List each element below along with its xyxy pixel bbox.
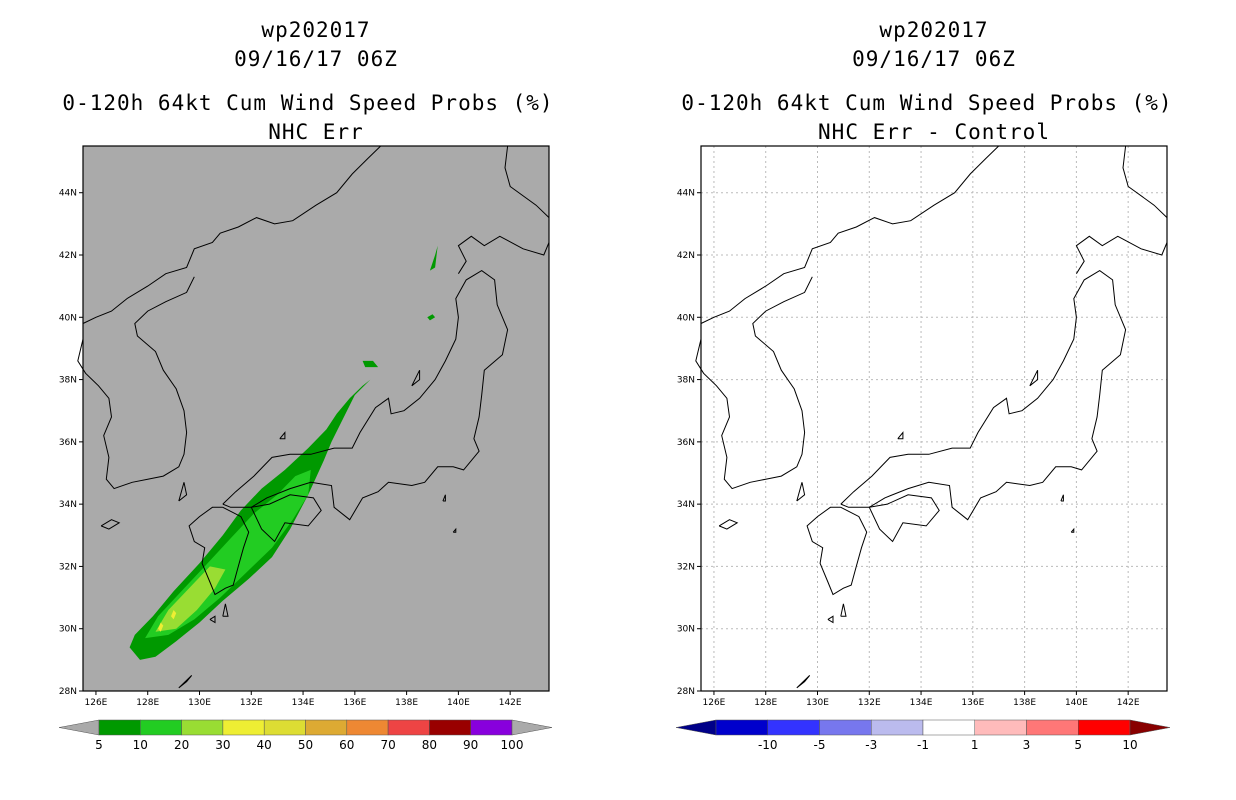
x-tick-label: 132E (240, 698, 263, 708)
x-tick-label: 138E (395, 698, 418, 708)
y-tick-label: 38N (59, 376, 77, 386)
x-tick-label: 140E (447, 698, 470, 708)
colorbar-swatch (346, 719, 389, 736)
colorbar-label: 90 (463, 738, 478, 752)
x-tick-label: 130E (188, 698, 211, 708)
coastline (188, 506, 250, 596)
colorbar-swatch (181, 719, 224, 736)
colorbar-swatch (140, 719, 182, 736)
map-area: 126E 128E 130E 132E 134E 136E 138E 140E 142E 28N 3… (59, 145, 550, 708)
coastline (222, 270, 509, 521)
map-frame (82, 145, 550, 692)
colorbar-label: 100 (501, 738, 524, 752)
probability-contour-5 (427, 314, 436, 321)
colorbar-swatch (470, 719, 513, 736)
coastlines (77, 145, 550, 689)
colorbar-label: 50 (298, 738, 313, 752)
coastline (452, 527, 457, 533)
colorbar: 5 10 20 30 40 50 60 70 80 90 100 (58, 719, 553, 752)
y-tick-label: 28N (59, 687, 77, 697)
coastline (77, 276, 195, 490)
colorbar-label: 40 (257, 738, 272, 752)
coastline (411, 369, 421, 387)
x-tick-label: 136E (343, 698, 366, 708)
colorbar-label: 10 (133, 738, 148, 752)
probability-contour-5 (429, 245, 438, 271)
x-tick-label: 128E (136, 698, 159, 708)
colorbar-label: 70 (380, 738, 395, 752)
chart-title: 0-120h 64kt Cum Wind Speed Probs (%) (681, 91, 1173, 115)
x-tick-label: 134E (292, 698, 315, 708)
colorbar-swatch (387, 719, 430, 736)
colorbar-swatch (305, 719, 348, 736)
y-tick-label: 40N (59, 313, 77, 323)
storm-id-title: wp202017 (261, 18, 371, 42)
chart-subtitle: NHC Err (268, 120, 364, 144)
colorbar-under-triangle (58, 719, 100, 736)
y-tick-label: 36N (59, 438, 77, 448)
probability-contour-30 (158, 622, 164, 632)
coastline (209, 615, 216, 624)
x-tick-label: 126E (85, 698, 108, 708)
coastline (82, 145, 382, 324)
coastline (178, 675, 193, 689)
coastline (279, 431, 286, 440)
probability-contour-30 (171, 610, 177, 620)
coastline (442, 494, 446, 502)
coastline (250, 494, 322, 543)
coastline (100, 519, 121, 530)
x-tick-label: 142E (499, 698, 522, 708)
colorbar-label: 5 (95, 738, 103, 752)
probability-contour-5 (362, 360, 379, 368)
chart-subtitle: NHC Err - Control (818, 120, 1050, 144)
colorbar-swatch (222, 719, 265, 736)
colorbar-label: 80 (422, 738, 437, 752)
colorbar-label: 60 (339, 738, 354, 752)
y-tick-label: 44N (59, 189, 77, 199)
colorbar-swatch (263, 719, 306, 736)
coastline (178, 482, 188, 502)
chart-title: 0-120h 64kt Cum Wind Speed Probs (%) (62, 91, 554, 115)
coastline (457, 145, 550, 274)
date-title: 09/16/17 06Z (234, 47, 398, 71)
colorbar-label: 20 (174, 738, 189, 752)
colorbar-over-triangle (511, 719, 553, 736)
y-tick-label: 42N (59, 251, 77, 261)
colorbar-swatch (98, 719, 141, 736)
storm-id-title: wp202017 (879, 18, 989, 42)
coastline (222, 603, 229, 617)
y-tick-label: 30N (59, 625, 77, 635)
date-title: 09/16/17 06Z (852, 47, 1016, 71)
colorbar-label: 30 (215, 738, 230, 752)
y-tick-label: 32N (59, 562, 77, 572)
colorbar-swatch (429, 719, 471, 736)
y-tick-label: 34N (59, 500, 77, 510)
